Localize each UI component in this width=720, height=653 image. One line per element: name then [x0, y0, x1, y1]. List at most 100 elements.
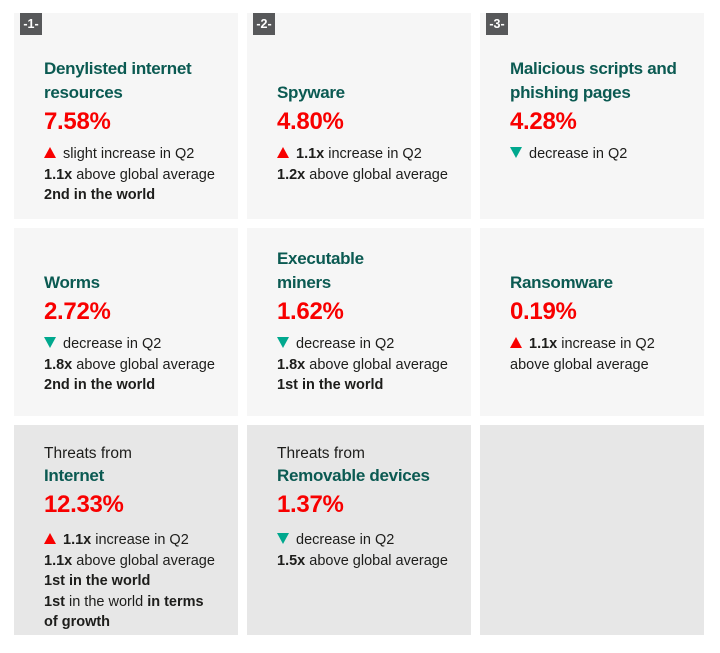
- increase-triangle-icon: [277, 147, 289, 158]
- card-details: 1.1x increase in Q2 1.2x above global av…: [277, 144, 455, 185]
- detail-text: 1st in the world: [277, 377, 384, 393]
- detail-text: decrease in Q2: [63, 336, 162, 352]
- detail-text: increase in Q2: [324, 146, 422, 162]
- detail-line: 1st in the world: [277, 375, 455, 396]
- detail-text: above global average: [305, 552, 448, 569]
- card-denylisted-internet-resources: -1- Denylisted internet resources 7.58% …: [14, 13, 238, 219]
- detail-text: 1.1x: [44, 552, 73, 569]
- detail-text: decrease in Q2: [296, 336, 395, 352]
- detail-line: decrease in Q2: [277, 334, 455, 355]
- card-title-block: Executable miners: [277, 247, 455, 295]
- detail-text: above global average: [510, 356, 649, 373]
- decrease-triangle-icon: [277, 533, 289, 544]
- card-spyware: -2- Spyware 4.80% 1.1x increase in Q2 1.…: [247, 13, 471, 219]
- card-details: decrease in Q2 1.8x above global average…: [277, 334, 455, 396]
- threat-percentage-value: 2.72%: [44, 298, 111, 325]
- card-title-block: Spyware: [277, 57, 455, 105]
- card-details: decrease in Q2 1.8x above global average…: [44, 334, 222, 396]
- threat-percentage-value: 12.33%: [44, 491, 124, 518]
- detail-text: 1.1x: [44, 166, 73, 183]
- threat-percentage-value: 4.28%: [510, 108, 577, 135]
- card-title-line: Spyware: [277, 83, 345, 102]
- detail-text: 1.1x: [296, 146, 325, 162]
- card-title-block: Denylisted internet resources: [44, 57, 222, 105]
- detail-line: 1.1x increase in Q2: [44, 530, 222, 551]
- detail-line: of growth: [44, 612, 222, 633]
- rank-3-badge: -3-: [486, 13, 508, 35]
- card-title-line: Executable: [277, 249, 364, 268]
- detail-text: decrease in Q2: [529, 146, 628, 162]
- detail-text: above global average: [72, 552, 215, 569]
- threat-percentage-value: 4.80%: [277, 108, 344, 135]
- detail-line: decrease in Q2: [510, 144, 688, 165]
- detail-line: 2nd in the world: [44, 185, 222, 206]
- card-title-line: Internet: [44, 466, 104, 485]
- card-title-line: Ransomware: [510, 273, 613, 292]
- card-title-block: Worms: [44, 247, 222, 295]
- detail-line: 1st in the world in terms: [44, 592, 222, 613]
- rank-2-badge: -2-: [253, 13, 275, 35]
- detail-line: 1.8x above global average: [44, 355, 222, 376]
- card-malicious-scripts-phishing: -3- Malicious scripts and phishing pages…: [480, 13, 704, 219]
- threat-percentage-value: 0.19%: [510, 298, 577, 325]
- detail-text: in terms: [147, 593, 204, 610]
- card-title-line: resources: [44, 83, 123, 102]
- threat-percentage-value: 1.37%: [277, 491, 344, 518]
- detail-text: 1.2x: [277, 166, 306, 183]
- card-title-line: Removable devices: [277, 466, 430, 485]
- card-eyebrow: Threats from: [44, 445, 132, 462]
- card-title-block: Malicious scripts and phishing pages: [510, 57, 688, 105]
- card-details: 1.1x increase in Q2 1.1x above global av…: [44, 530, 222, 633]
- detail-text: above global average: [72, 166, 215, 183]
- card-title-line: phishing pages: [510, 83, 631, 102]
- increase-triangle-icon: [44, 147, 56, 158]
- decrease-triangle-icon: [277, 337, 289, 348]
- detail-line: above global average: [510, 355, 688, 376]
- card-title-line: miners: [277, 273, 331, 292]
- detail-text: 1.1x: [529, 336, 558, 352]
- card-title-block: Ransomware: [510, 247, 688, 295]
- detail-line: decrease in Q2: [277, 530, 455, 551]
- detail-text: 1.8x: [44, 356, 73, 373]
- decrease-triangle-icon: [44, 337, 56, 348]
- detail-text: 2nd in the world: [44, 377, 156, 393]
- detail-line: 1.1x above global average: [44, 165, 222, 186]
- detail-line: decrease in Q2: [44, 334, 222, 355]
- card-title-line: Malicious scripts and: [510, 59, 677, 78]
- detail-line: 1st in the world: [44, 571, 222, 592]
- card-threats-from-removable-devices: Threats from Removable devices 1.37% dec…: [247, 425, 471, 635]
- detail-line: 2nd in the world: [44, 375, 222, 396]
- increase-triangle-icon: [44, 533, 56, 544]
- detail-line: 1.1x increase in Q2: [510, 334, 688, 355]
- card-ransomware: Ransomware 0.19% 1.1x increase in Q2 abo…: [480, 228, 704, 416]
- threat-statistics-grid: -1- Denylisted internet resources 7.58% …: [14, 13, 704, 635]
- detail-text: 1.8x: [277, 356, 306, 373]
- threat-percentage-value: 7.58%: [44, 108, 111, 135]
- detail-text: 2nd in the world: [44, 187, 156, 203]
- card-executable-miners: Executable miners 1.62% decrease in Q2 1…: [247, 228, 471, 416]
- card-title-line: Worms: [44, 273, 100, 292]
- card-threats-from-internet: Threats from Internet 12.33% 1.1x increa…: [14, 425, 238, 635]
- card-details: decrease in Q2 1.5x above global average: [277, 530, 455, 571]
- detail-text: decrease in Q2: [296, 532, 395, 548]
- rank-1-badge: -1-: [20, 13, 42, 35]
- detail-text: increase in Q2: [91, 532, 189, 548]
- detail-line: 1.1x above global average: [44, 551, 222, 572]
- detail-text: above global average: [72, 356, 215, 373]
- detail-text: increase in Q2: [557, 336, 655, 352]
- detail-text: 1.5x: [277, 552, 306, 569]
- detail-text: in the world: [64, 593, 148, 610]
- card-worms: Worms 2.72% decrease in Q2 1.8x above gl…: [14, 228, 238, 416]
- detail-line: 1.5x above global average: [277, 551, 455, 572]
- detail-line: 1.8x above global average: [277, 355, 455, 376]
- detail-text: above global average: [305, 166, 448, 183]
- decrease-triangle-icon: [510, 147, 522, 158]
- card-eyebrow: Threats from: [277, 445, 365, 462]
- detail-line: 1.1x increase in Q2: [277, 144, 455, 165]
- detail-text: slight increase in Q2: [63, 146, 195, 162]
- detail-line: 1.2x above global average: [277, 165, 455, 186]
- card-details: 1.1x increase in Q2 above global average: [510, 334, 688, 375]
- card-title-line: Denylisted internet: [44, 59, 192, 78]
- detail-text: above global average: [305, 356, 448, 373]
- detail-text: 1.1x: [63, 532, 92, 548]
